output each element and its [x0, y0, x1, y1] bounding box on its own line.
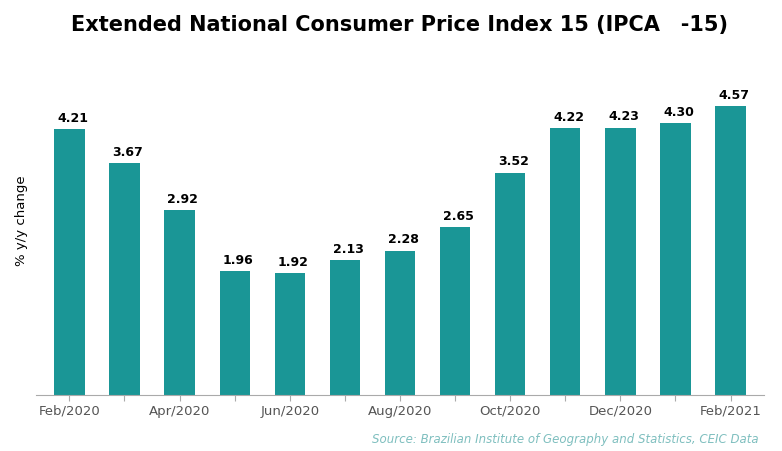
Text: 2.28: 2.28 — [388, 233, 418, 246]
Bar — [385, 251, 415, 395]
Bar — [109, 163, 140, 395]
Text: 4.57: 4.57 — [719, 89, 749, 102]
Text: 2.13: 2.13 — [333, 243, 364, 256]
Text: 2.92: 2.92 — [167, 193, 199, 206]
Text: 4.21: 4.21 — [57, 111, 88, 124]
Bar — [550, 129, 580, 395]
Bar — [495, 173, 526, 395]
Text: 4.23: 4.23 — [608, 110, 639, 124]
Text: 1.92: 1.92 — [278, 256, 309, 269]
Text: 2.65: 2.65 — [443, 210, 474, 223]
Text: 1.96: 1.96 — [223, 253, 253, 267]
Bar — [220, 271, 249, 395]
Bar — [716, 106, 746, 395]
Bar — [330, 260, 360, 395]
Bar — [660, 124, 691, 395]
Text: Source: Brazilian Institute of Geography and Statistics, CEIC Data: Source: Brazilian Institute of Geography… — [372, 433, 759, 446]
Title: Extended National Consumer Price Index 15 (IPCA -15): Extended National Consumer Price Index 1… — [71, 15, 729, 35]
Y-axis label: % y/y change: % y/y change — [15, 176, 28, 267]
Bar — [605, 128, 636, 395]
Bar — [164, 210, 195, 395]
Text: 4.22: 4.22 — [553, 111, 584, 124]
Text: 4.30: 4.30 — [663, 106, 694, 119]
Bar — [440, 227, 470, 395]
Bar — [274, 273, 305, 395]
Text: 3.67: 3.67 — [113, 146, 143, 159]
Bar — [54, 129, 84, 395]
Text: 3.52: 3.52 — [498, 155, 529, 168]
